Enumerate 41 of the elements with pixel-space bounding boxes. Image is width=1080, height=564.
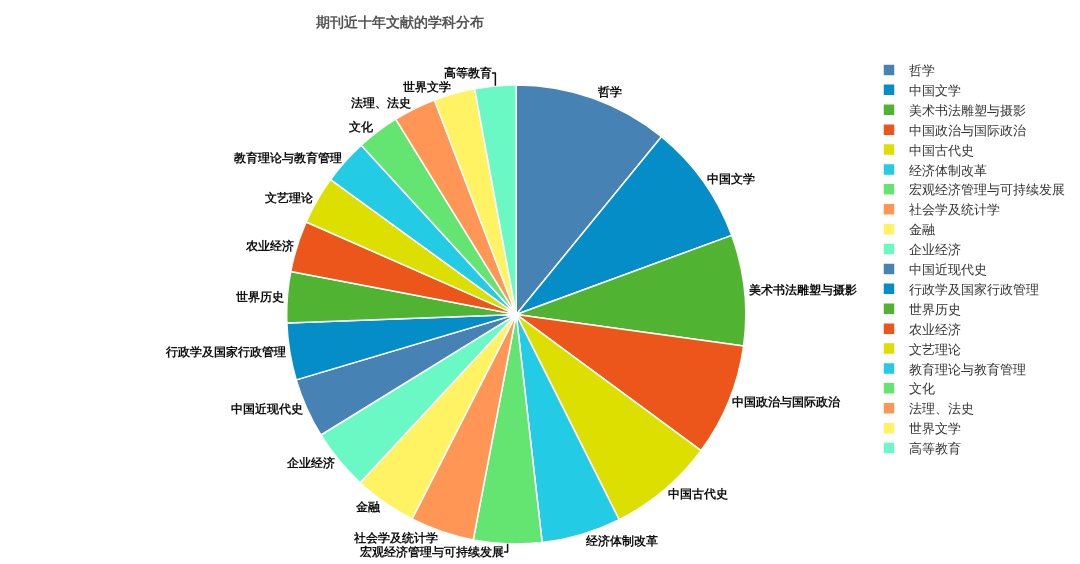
slice-label: 哲学 <box>596 85 622 100</box>
slice-label: 世界历史 <box>234 290 284 305</box>
slice-label: 中国古代史 <box>667 487 728 502</box>
slice-label: 中国政治与国际政治 <box>732 394 842 409</box>
legend-label: 行政学及国家行政管理 <box>909 281 1039 297</box>
slice-label: 教育理论与教育管理 <box>232 151 342 166</box>
legend-label: 宏观经济管理与可持续发展 <box>909 182 1065 198</box>
legend-label: 中国政治与国际政治 <box>909 122 1026 138</box>
slice-label: 文化 <box>348 119 375 134</box>
legend-label: 世界文学 <box>909 421 961 437</box>
legend-label: 金融 <box>909 222 935 238</box>
legend-label: 文化 <box>909 381 935 397</box>
slice-label: 法理、法史 <box>350 96 412 111</box>
legend-label: 企业经济 <box>909 242 961 258</box>
legend-label: 美术书法雕塑与摄影 <box>909 102 1026 118</box>
slice-label: 世界文学 <box>401 79 451 94</box>
legend-label: 中国古代史 <box>909 142 974 158</box>
legend-label: 经济体制改革 <box>909 162 987 178</box>
legend-label: 哲学 <box>909 63 935 78</box>
legend-label: 中国文学 <box>909 82 961 98</box>
legend-label: 教育理论与教育管理 <box>909 361 1026 377</box>
slice-label: 中国文学 <box>706 171 755 186</box>
legend-label: 高等教育 <box>909 441 961 457</box>
slice-label: 金融 <box>355 500 382 515</box>
slice-label: 高等教育 <box>443 65 492 80</box>
slice-label: 农业经济 <box>244 238 294 253</box>
slice-label: 社会学及统计学 <box>353 530 439 545</box>
slice-label: 宏观经济管理与可持续发展 <box>359 544 505 559</box>
slice-label: 企业经济 <box>286 456 336 471</box>
legend-label: 世界历史 <box>909 301 961 317</box>
chart-title: 期刊近十年文献的学科分布 <box>314 13 484 30</box>
slice-label: 行政学及国家行政管理 <box>165 344 287 359</box>
slice-label: 文艺理论 <box>263 191 314 206</box>
legend-label: 文艺理论 <box>909 341 961 357</box>
slice-label: 美术书法雕塑与摄影 <box>747 282 857 297</box>
slice-label: 中国近现代史 <box>231 402 304 417</box>
legend-label: 社会学及统计学 <box>909 202 1000 218</box>
legend-label: 农业经济 <box>909 321 961 337</box>
slice-label: 经济体制改革 <box>585 533 659 548</box>
legend-label: 法理、法史 <box>909 401 974 417</box>
legend-label: 中国近现代史 <box>909 262 987 277</box>
